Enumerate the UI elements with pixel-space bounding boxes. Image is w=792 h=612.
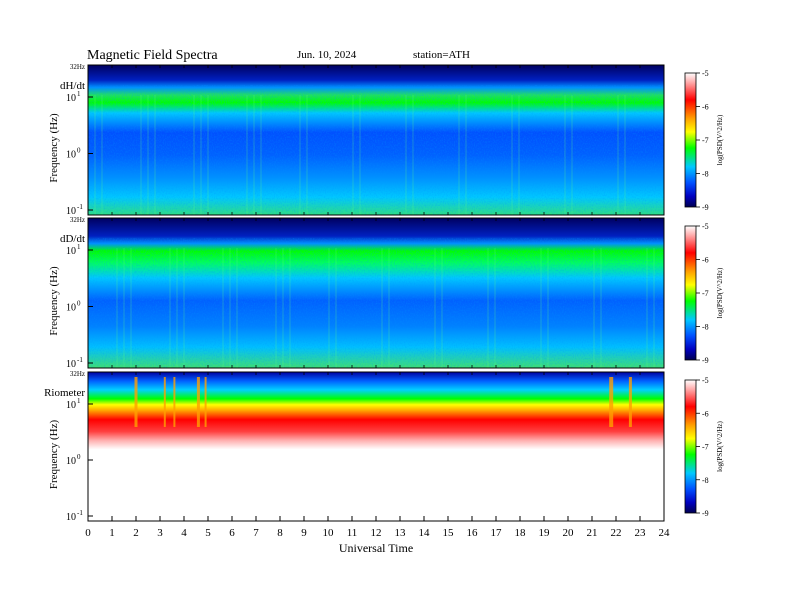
x-tick-label: 20 — [563, 527, 575, 539]
colorbar-tick-label: -8 — [702, 170, 709, 179]
colorbar-1 — [684, 72, 697, 208]
figure-date: Jun. 10, 2024 — [297, 49, 357, 61]
colorbar-tick-label: -7 — [702, 289, 709, 298]
y-axis-label: Frequency (Hz) — [48, 266, 60, 336]
y-tick-label: 10 — [66, 206, 76, 217]
x-tick-label: 9 — [301, 527, 307, 539]
x-tick-label: 3 — [157, 527, 163, 539]
panel-label: dD/dt — [60, 233, 85, 245]
riometer-spike — [628, 377, 632, 427]
y-axis-label: Frequency (Hz) — [48, 113, 60, 183]
x-tick-label: 21 — [587, 527, 598, 539]
y-tick-label: 10 — [66, 246, 76, 257]
panel-top-label: 32Hz — [70, 216, 85, 224]
y-tick-exponent: 0 — [77, 453, 81, 461]
colorbar-tick-label: -6 — [702, 409, 709, 418]
colorbar-tick-label: -8 — [702, 323, 709, 332]
x-tick-label: 2 — [133, 527, 139, 539]
x-tick-label: 15 — [443, 527, 455, 539]
panel-label: Riometer — [44, 387, 85, 399]
spectrogram-texture-1 — [88, 85, 664, 215]
x-tick-label: 18 — [515, 527, 527, 539]
y-tick-label: 10 — [66, 512, 76, 523]
riometer-spike — [609, 377, 614, 427]
x-tick-label: 16 — [467, 527, 479, 539]
panel-top-label: 32Hz — [70, 370, 85, 378]
y-axis-label: Frequency (Hz) — [48, 420, 60, 490]
figure-title: Magnetic Field Spectra — [87, 48, 218, 63]
y-tick-label: 10 — [66, 150, 76, 161]
x-tick-label: 17 — [491, 527, 503, 539]
x-tick-label: 4 — [181, 527, 187, 539]
colorbar-label: log(PSD(V^2/Hz) — [716, 420, 724, 471]
x-tick-label: 14 — [419, 527, 431, 539]
x-tick-label: 22 — [611, 527, 622, 539]
colorbar-3 — [684, 379, 697, 514]
panel-top-label: 32Hz — [70, 63, 85, 71]
y-tick-label: 10 — [66, 359, 76, 370]
y-tick-label: 10 — [66, 93, 76, 104]
y-tick-label: 10 — [66, 456, 76, 467]
colorbar-tick-label: -9 — [702, 203, 709, 212]
y-tick-exponent: 0 — [77, 300, 81, 308]
figure-station: station=ATH — [413, 49, 470, 61]
colorbar-tick-label: -6 — [702, 256, 709, 265]
x-tick-label: 11 — [347, 527, 358, 539]
colorbar-tick-label: -8 — [702, 476, 709, 485]
y-tick-exponent: 1 — [77, 90, 81, 98]
x-tick-label: 7 — [253, 527, 259, 539]
riometer-spike — [196, 377, 200, 427]
x-tick-label: 1 — [109, 527, 115, 539]
x-tick-label: 24 — [659, 527, 671, 539]
y-tick-exponent: -1 — [77, 356, 83, 364]
colorbar-label: log(PSD(V^2/Hz) — [716, 267, 724, 318]
riometer-spike — [173, 377, 176, 427]
colorbar-tick-label: -6 — [702, 103, 709, 112]
colorbar-tick-label: -9 — [702, 356, 709, 365]
x-axis-label: Universal Time — [339, 541, 413, 555]
colorbar-label: log(PSD(V^2/Hz) — [716, 114, 724, 165]
x-tick-label: 23 — [635, 527, 647, 539]
x-tick-label: 6 — [229, 527, 235, 539]
y-tick-label: 10 — [66, 303, 76, 314]
colorbar-tick-label: -5 — [702, 222, 709, 231]
x-tick-label: 19 — [539, 527, 551, 539]
x-tick-label: 5 — [205, 527, 211, 539]
y-tick-exponent: 1 — [77, 243, 81, 251]
y-tick-exponent: -1 — [77, 203, 83, 211]
y-tick-exponent: -1 — [77, 509, 83, 517]
x-tick-label: 8 — [277, 527, 283, 539]
x-tick-label: 10 — [323, 527, 335, 539]
colorbar-tick-label: -5 — [702, 69, 709, 78]
colorbar-2 — [684, 225, 697, 361]
colorbar-tick-label: -9 — [702, 509, 709, 518]
colorbar-tick-label: -7 — [702, 443, 709, 452]
panel-label: dH/dt — [60, 80, 85, 92]
x-tick-label: 12 — [371, 527, 382, 539]
spectrogram-texture-2 — [88, 238, 664, 368]
riometer-spike — [204, 377, 207, 427]
y-tick-exponent: 1 — [77, 397, 81, 405]
x-tick-label: 0 — [85, 527, 91, 539]
colorbar-tick-label: -7 — [702, 136, 709, 145]
spectrogram-3 — [88, 372, 664, 521]
y-tick-label: 10 — [66, 400, 76, 411]
riometer-spike — [163, 377, 166, 427]
y-tick-exponent: 0 — [77, 147, 81, 155]
colorbar-tick-label: -5 — [702, 376, 709, 385]
riometer-spike — [134, 377, 138, 427]
x-tick-label: 13 — [395, 527, 407, 539]
